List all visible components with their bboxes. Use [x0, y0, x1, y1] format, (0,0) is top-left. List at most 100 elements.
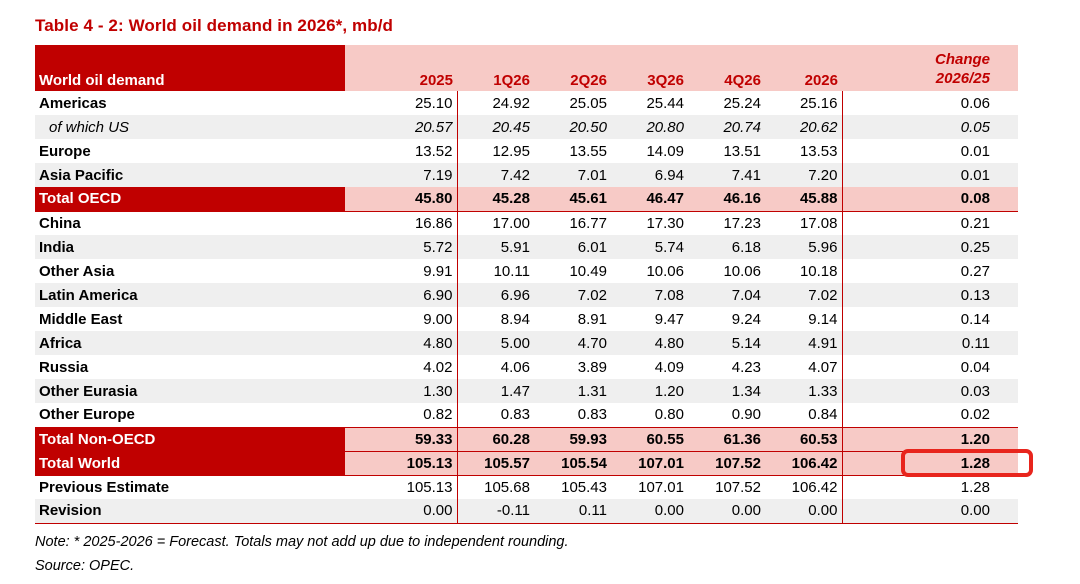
- cell-value: 60.28: [457, 426, 534, 452]
- header-col-3q26: 3Q26: [611, 45, 688, 91]
- cell-value: 9.47: [654, 310, 684, 328]
- cell-value: 24.92: [492, 94, 530, 112]
- cell-value: 8.94: [500, 310, 530, 328]
- header-col-2025: 2025: [345, 45, 457, 91]
- cell-value: 107.52: [688, 451, 765, 476]
- cell-value: 5.91: [457, 235, 534, 259]
- table-row-other-eurasia: Other Eurasia 1.30 1.47 1.31 1.20 1.34 1.33 0.0…: [35, 379, 1018, 403]
- cell-value: 1.34: [688, 379, 765, 403]
- header-col-4q26: 4Q26: [688, 45, 765, 91]
- cell-value: 0.03: [842, 379, 1018, 403]
- footnote: Note: * 2025-2026 = Forecast. Totals may…: [35, 533, 569, 550]
- cell-value: 4.09: [654, 358, 684, 376]
- cell-value: 105.68: [484, 478, 530, 496]
- cell-value: 10.06: [723, 262, 761, 280]
- table-row-middle-east: Middle East 9.00 8.94 8.91 9.47 9.24 9.14 0.14: [35, 307, 1018, 331]
- cell-value: 0.06: [960, 94, 990, 112]
- cell-value: 59.33: [345, 426, 458, 452]
- cell-value: 13.51: [723, 142, 761, 160]
- cell-value: 7.42: [457, 163, 534, 187]
- row-label: Previous Estimate: [39, 478, 170, 496]
- header-world-oil-demand: World oil demand: [35, 45, 345, 91]
- cell-value: 7.41: [688, 163, 765, 187]
- cell-value: 0.80: [654, 406, 684, 424]
- row-label: Total Non-OECD: [35, 426, 345, 452]
- cell-value: 3.89: [577, 358, 607, 376]
- table-row-total-non-oecd: Total Non-OECD 59.33 60.28 59.93 60.55 61.36 6…: [35, 426, 1018, 452]
- cell-value: 17.30: [646, 214, 684, 232]
- cell-value: 14.09: [646, 142, 684, 160]
- table-title: Table 4 - 2: World oil demand in 2026*, …: [35, 16, 394, 35]
- row-label: of which US: [35, 115, 345, 139]
- cell-value: 25.16: [765, 91, 843, 115]
- cell-value: 4.23: [731, 358, 761, 376]
- cell-value: 25.05: [569, 94, 607, 112]
- cell-value: 5.96: [765, 235, 843, 259]
- cell-value: 46.16: [688, 187, 765, 212]
- cell-value: 107.01: [611, 451, 688, 476]
- cell-value: 13.53: [765, 139, 843, 163]
- cell-value: 45.28: [457, 187, 534, 212]
- cell-value: 0.25: [842, 235, 1018, 259]
- cell-value: 17.23: [723, 214, 761, 232]
- cell-value: 0.83: [577, 406, 607, 424]
- table-row-china: China 16.86 17.00 16.77 17.30 17.23 17.08 0.21: [35, 211, 1018, 235]
- cell-value: 7.08: [611, 283, 688, 307]
- row-label: Latin America: [35, 283, 345, 307]
- cell-value: 4.07: [765, 355, 843, 379]
- table-row-india: India 5.72 5.91 6.01 5.74 6.18 5.96 0.25: [35, 235, 1018, 259]
- table-row-revision: Revision 0.00 -0.11 0.11 0.00 0.00 0.00 0.00: [35, 499, 1018, 524]
- cell-value: 7.01: [534, 163, 611, 187]
- cell-value: 7.20: [765, 163, 843, 187]
- cell-value: 20.50: [534, 115, 611, 139]
- header-change-line2: 2026/25: [935, 70, 990, 87]
- table-row-americas: Americas 25.10 24.92 25.05 25.44 25.24 25.16 0.…: [35, 91, 1018, 115]
- cell-value: 7.19: [345, 163, 458, 187]
- highlight-box: [900, 448, 1033, 477]
- table-body: Americas 25.10 24.92 25.05 25.44 25.24 25.16 0.…: [35, 91, 1033, 524]
- cell-value: 0.08: [842, 187, 1018, 212]
- row-label: India: [35, 235, 345, 259]
- report-page: Table 4 - 2: World oil demand in 2026*, …: [35, 16, 1033, 574]
- cell-value: 7.04: [688, 283, 765, 307]
- cell-value: 0.90: [731, 406, 761, 424]
- row-label: Revision: [35, 499, 345, 524]
- cell-value: 1.47: [457, 379, 534, 403]
- cell-value: 25.10: [345, 91, 458, 115]
- row-label: Total OECD: [35, 187, 345, 212]
- cell-value: 61.36: [688, 426, 765, 452]
- cell-value: 107.52: [715, 478, 761, 496]
- cell-value: 1.33: [765, 379, 843, 403]
- row-label: Europe: [39, 142, 91, 160]
- header-change: Change 2026/25: [842, 45, 1018, 91]
- cell-value: 1.20: [842, 426, 1018, 452]
- cell-value: 5.74: [611, 235, 688, 259]
- cell-value: 60.53: [765, 426, 843, 452]
- row-label: Africa: [35, 331, 345, 355]
- header-col-2q26: 2Q26: [534, 45, 611, 91]
- cell-value: 107.01: [638, 478, 684, 496]
- cell-value: 106.42: [765, 475, 843, 499]
- cell-value: 9.24: [731, 310, 761, 328]
- table-row-asia-pacific: Asia Pacific 7.19 7.42 7.01 6.94 7.41 7.20 0.01: [35, 163, 1018, 187]
- cell-value: 6.18: [688, 235, 765, 259]
- source-line: Source: OPEC.: [35, 557, 135, 574]
- cell-value: 0.05: [842, 115, 1018, 139]
- cell-value: 105.54: [534, 451, 611, 476]
- cell-value: 12.95: [492, 142, 530, 160]
- cell-value: 25.24: [723, 94, 761, 112]
- cell-value: 1.31: [534, 379, 611, 403]
- cell-value: 1.20: [611, 379, 688, 403]
- cell-value: 105.57: [457, 451, 534, 476]
- table-row-total-oecd: Total OECD 45.80 45.28 45.61 46.47 46.16 45.88…: [35, 187, 1018, 212]
- cell-value: 20.57: [345, 115, 458, 139]
- cell-value: 0.13: [842, 283, 1018, 307]
- cell-value: 6.96: [457, 283, 534, 307]
- cell-value: 5.14: [688, 331, 765, 355]
- row-label: Other Eurasia: [35, 379, 345, 403]
- cell-value: 59.93: [534, 426, 611, 452]
- cell-value: 16.77: [569, 214, 607, 232]
- cell-value: 10.49: [569, 262, 607, 280]
- cell-value: 6.01: [534, 235, 611, 259]
- table-header-row: World oil demand 2025 1Q26 2Q26 3Q26 4Q26 202…: [35, 45, 1018, 91]
